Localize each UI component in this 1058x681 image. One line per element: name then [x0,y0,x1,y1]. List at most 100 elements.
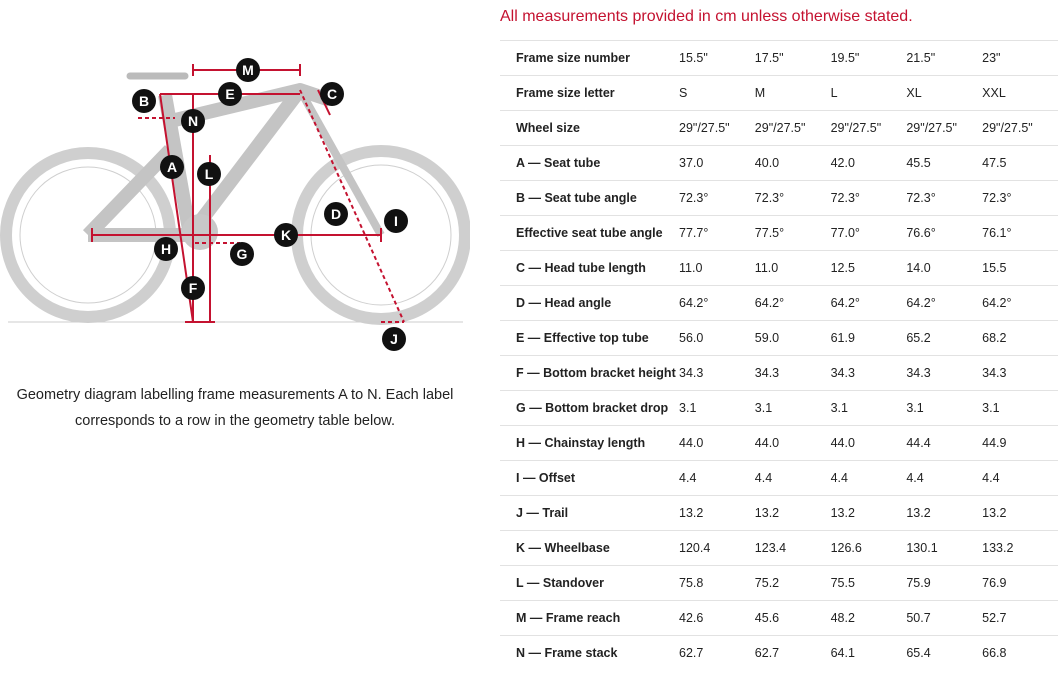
cell-value: 34.3 [679,355,755,391]
cell-value: 77.5° [754,215,831,251]
cell-value: 75.9 [906,565,983,601]
row-label: E — Effective top tube [500,320,680,356]
cell-value: 3.1 [679,390,755,426]
table-row: Frame size letter S M L XL XXL [500,75,1058,111]
table-row: K — Wheelbase 120.4 123.4 126.6 130.1 133.2 [500,530,1058,566]
label-badge [181,276,205,300]
row-label: Frame size number [500,40,680,76]
cell-value: 72.3° [830,180,907,216]
cell-value: 52.7 [982,600,1058,636]
cell-value: 44.0 [679,425,755,461]
table-row: B — Seat tube angle 72.3° 72.3° 72.3° 72.3° 7… [500,180,1058,216]
cell-value: 4.4 [754,460,831,496]
table-row: Effective seat tube angle 77.7° 77.5° 77.0°… [500,215,1058,251]
cell-value: 13.2 [830,495,907,531]
cell-value: 56.0 [679,320,755,356]
label-badge [154,237,178,261]
cell-value: 13.2 [754,495,831,531]
label-badge [132,89,156,113]
table-row: I — Offset 4.4 4.4 4.4 4.4 4.4 [500,460,1058,496]
cell-value: 75.2 [754,565,831,601]
cell-value: 77.0° [830,215,907,251]
table-row: L — Standover 75.8 75.2 75.5 75.9 76.9 [500,565,1058,601]
cell-value: 62.7 [754,635,831,670]
label-letter: F [189,280,198,296]
cell-value: L [830,75,907,111]
cell-value: 44.0 [754,425,831,461]
cell-value: 130.1 [906,530,983,566]
cell-value: 61.9 [830,320,907,356]
cell-value: 29"/27.5" [830,110,907,146]
table-row: H — Chainstay length 44.0 44.0 44.0 44.4 44.9 [500,425,1058,461]
cell-value: 3.1 [830,390,907,426]
cell-value: 64.2° [830,285,907,321]
cell-value: 3.1 [982,390,1058,426]
cell-value: 12.5 [830,250,907,286]
cell-value: 64.2° [982,285,1058,321]
table-row: Frame size number 15.5" 17.5" 19.5" 21.5" 23" [500,40,1058,76]
label-badge [384,209,408,233]
cell-value: 17.5" [754,40,831,76]
label-letter: L [205,166,214,182]
cell-value: 64.2° [754,285,831,321]
label-letter: J [390,331,398,347]
cell-value: 72.3° [679,180,755,216]
label-letter: M [242,62,254,78]
cell-value: 75.5 [830,565,907,601]
label-badge [218,82,242,106]
label-badge [274,223,298,247]
cell-value: 29"/27.5" [754,110,831,146]
label-letter: K [281,227,291,243]
label-letter: A [167,159,177,175]
cell-value: 48.2 [830,600,907,636]
cell-value: 123.4 [754,530,831,566]
cell-value: S [679,75,755,111]
cell-value: 120.4 [679,530,755,566]
cell-value: 23" [982,40,1058,76]
diagram-caption: Geometry diagram labelling frame measure… [16,387,454,429]
cell-value: 29"/27.5" [982,110,1058,146]
table-row: A — Seat tube 37.0 40.0 42.0 45.5 47.5 [500,145,1058,181]
cell-value: 68.2 [982,320,1058,356]
row-label: J — Trail [500,495,680,531]
cell-value: 11.0 [754,250,831,286]
label-badge [160,155,184,179]
cell-value: 34.3 [830,355,907,391]
label-letter: N [188,113,198,129]
cell-value: 126.6 [830,530,907,566]
cell-value: 19.5" [830,40,907,76]
row-label: M — Frame reach [500,600,680,636]
cell-value: 65.4 [906,635,983,670]
cell-value: 15.5 [982,250,1058,286]
label-letter: B [139,93,149,109]
cell-value: 50.7 [906,600,983,636]
row-label: Wheel size [500,110,680,146]
cell-value: 44.4 [906,425,983,461]
cell-value: 77.7° [679,215,755,251]
cell-value: 34.3 [906,355,983,391]
row-label: L — Standover [500,565,680,601]
cell-value: 14.0 [906,250,983,286]
cell-value: 3.1 [754,390,831,426]
cell-value: 29"/27.5" [906,110,983,146]
geometry-diagram: ME C B N A L D I K H G F J [0,58,470,351]
label-badge [236,58,260,82]
cell-value: 76.1° [982,215,1058,251]
cell-value: 13.2 [906,495,983,531]
cell-value: 40.0 [754,145,831,181]
cell-value: 133.2 [982,530,1058,566]
table-row: N — Frame stack 62.7 62.7 64.1 65.4 66.8 [500,635,1058,670]
cell-value: 15.5" [679,40,755,76]
cell-value: 42.0 [830,145,907,181]
row-label: B — Seat tube angle [500,180,680,216]
units-note: All measurements provided in cm unless o… [500,8,913,25]
table-row: J — Trail 13.2 13.2 13.2 13.2 13.2 [500,495,1058,531]
table-row: F — Bottom bracket height 34.3 34.3 34.3 34.… [500,355,1058,391]
table-row: G — Bottom bracket drop 3.1 3.1 3.1 3.1 3.1 [500,390,1058,426]
cell-value: M [754,75,831,111]
cell-value: 21.5" [906,40,983,76]
cell-value: 65.2 [906,320,983,356]
label-letter: D [331,206,341,222]
cell-value: 47.5 [982,145,1058,181]
